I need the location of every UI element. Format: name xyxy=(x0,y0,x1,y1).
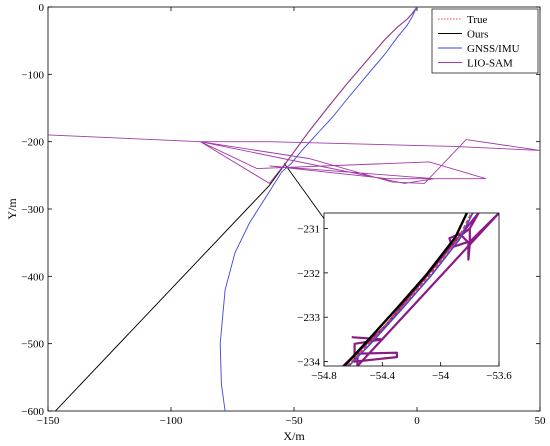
x-axis-label: X/m xyxy=(283,429,305,443)
y-axis-label: Y/m xyxy=(5,198,19,220)
y-tick-label: −500 xyxy=(21,339,44,351)
y-tick-label: 0 xyxy=(39,2,45,14)
y-tick-label: −200 xyxy=(21,137,44,149)
inset-series-line-ours xyxy=(343,213,468,366)
x-tick-label: −150 xyxy=(37,415,60,427)
legend-entry: GNSS/IMU xyxy=(467,43,520,55)
series-line-lio-sam xyxy=(48,7,540,184)
inset-x-tick-label: −54.4 xyxy=(370,370,396,382)
inset-y-tick-label: −234 xyxy=(297,357,320,369)
x-tick-label: −50 xyxy=(285,415,303,427)
inset-zoom-chart: −54.8 −54.4 −54 −53.6 −231 −232 −233 −234 xyxy=(297,212,512,382)
inset-y-tick-label: −231 xyxy=(297,224,320,236)
legend-entry: LIO-SAM xyxy=(467,58,513,70)
inset-frame xyxy=(323,212,500,367)
inset-x-tick-label: −54 xyxy=(432,370,450,382)
legend: True Ours GNSS/IMU LIO-SAM xyxy=(431,8,539,74)
inset-y-tick-label: −232 xyxy=(297,268,320,280)
inset-series-line-gnss-imu xyxy=(348,213,474,366)
main-plot-area xyxy=(48,7,540,411)
inset-x-tick-label: −54.8 xyxy=(311,370,337,382)
inset-x-tick-label: −53.6 xyxy=(486,370,512,382)
x-tick-label: 50 xyxy=(535,415,547,427)
inset-series-line-true xyxy=(346,213,473,366)
legend-entry: True xyxy=(467,14,487,26)
legend-entry: Ours xyxy=(467,29,488,41)
x-tick-label: 0 xyxy=(414,415,420,427)
x-tick-label: −100 xyxy=(160,415,183,427)
inset-y-tick-label: −233 xyxy=(297,312,320,324)
inset-background xyxy=(324,213,499,366)
y-tick-label: −100 xyxy=(21,69,44,81)
y-tick-label: −300 xyxy=(21,204,44,216)
y-tick-label: −400 xyxy=(21,271,44,283)
y-tick-label: −600 xyxy=(21,406,44,418)
series-line-gnss-imu xyxy=(219,7,418,411)
main-axes: −150 −100 −50 0 500−100−200−300−400−500−600X… xyxy=(5,2,546,443)
